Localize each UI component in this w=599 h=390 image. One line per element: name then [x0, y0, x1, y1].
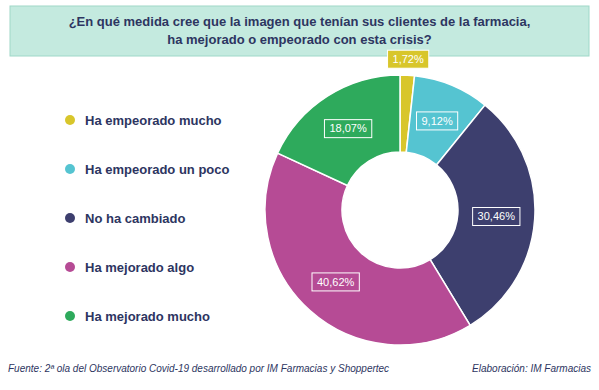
data-label-text: 9,12% [421, 115, 452, 127]
legend-marker [65, 311, 75, 321]
legend-marker [65, 262, 75, 272]
title: ¿En qué medida cree que la imagen que te… [69, 14, 531, 47]
data-label-box [388, 50, 429, 68]
data-label-text: 1,72% [393, 53, 424, 65]
title-line: ha mejorado o empeorado con esta crisis? [167, 32, 431, 47]
data-label-box [473, 207, 520, 225]
legend-marker [65, 164, 75, 174]
data-label-text: 18,07% [329, 122, 367, 134]
data-label: 40,62% [312, 273, 359, 291]
data-label-box [324, 120, 371, 138]
annotation: Elaboración: IM Farmacias [472, 363, 591, 374]
legend-label: Ha empeorado un poco [85, 162, 230, 177]
annotation: Fuente: 2ª ola del Observatorio Covid-19… [8, 363, 389, 374]
data-label: 9,12% [416, 112, 457, 130]
legend: Ha empeorado mucho Ha empeorado un poco No… [65, 113, 230, 324]
data-label: 30,46% [473, 207, 520, 225]
legend-label: Ha empeorado mucho [85, 113, 222, 128]
title-band [10, 6, 589, 56]
legend-marker [65, 115, 75, 125]
data-label-box [416, 112, 457, 130]
data-label-box [312, 273, 359, 291]
slice [278, 75, 400, 186]
chart: ¿En qué medida cree que la imagen que te… [0, 0, 599, 390]
title-line: ¿En qué medida cree que la imagen que te… [69, 14, 531, 29]
data-labels: 1,72% 9,12% 30,46% 40,62% 18,07% [312, 50, 520, 291]
slice [265, 153, 470, 345]
legend-label: Ha mejorado algo [85, 260, 194, 275]
legend-label: Ha mejorado mucho [85, 309, 210, 324]
data-label: 18,07% [324, 120, 371, 138]
pie [265, 75, 535, 345]
data-label: 1,72% [388, 50, 429, 68]
data-label-text: 30,46% [478, 210, 516, 222]
data-label-text: 40,62% [317, 276, 355, 288]
legend-marker [65, 213, 75, 223]
legend-label: No ha cambiado [85, 211, 185, 226]
